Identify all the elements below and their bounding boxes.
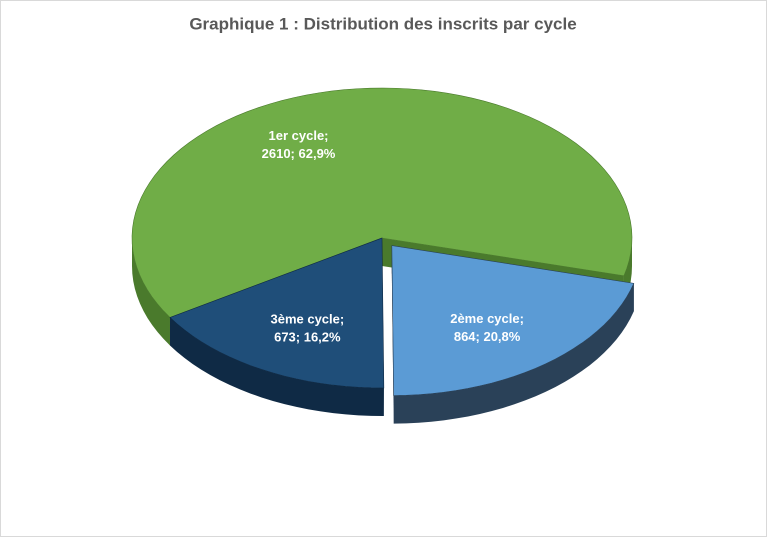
data-label-value: 864; 20,8%	[454, 329, 521, 344]
pie-slice	[131, 87, 633, 318]
slice-side	[169, 317, 384, 416]
data-label-value: 2610; 62,9%	[262, 147, 336, 162]
chart-title: Graphique 1 : Distribution des inscrits …	[189, 14, 576, 33]
pie-slice	[169, 237, 385, 389]
slice-group	[391, 245, 635, 424]
slice-side	[132, 238, 170, 346]
data-label-category: 3ème cycle;	[270, 312, 344, 327]
slice-side	[393, 283, 634, 424]
pie-slice	[391, 245, 635, 396]
data-label: 1er cycle; 2610; 62,9%	[262, 129, 336, 162]
data-label-category: 2ème cycle;	[450, 311, 524, 326]
data-label-value: 673; 16,2%	[274, 330, 341, 345]
data-label: 2ème cycle; 864; 20,8%	[450, 311, 524, 344]
data-label-category: 1er cycle;	[269, 129, 329, 144]
slice-group	[169, 237, 385, 416]
data-label: 3ème cycle; 673; 16,2%	[270, 312, 344, 345]
